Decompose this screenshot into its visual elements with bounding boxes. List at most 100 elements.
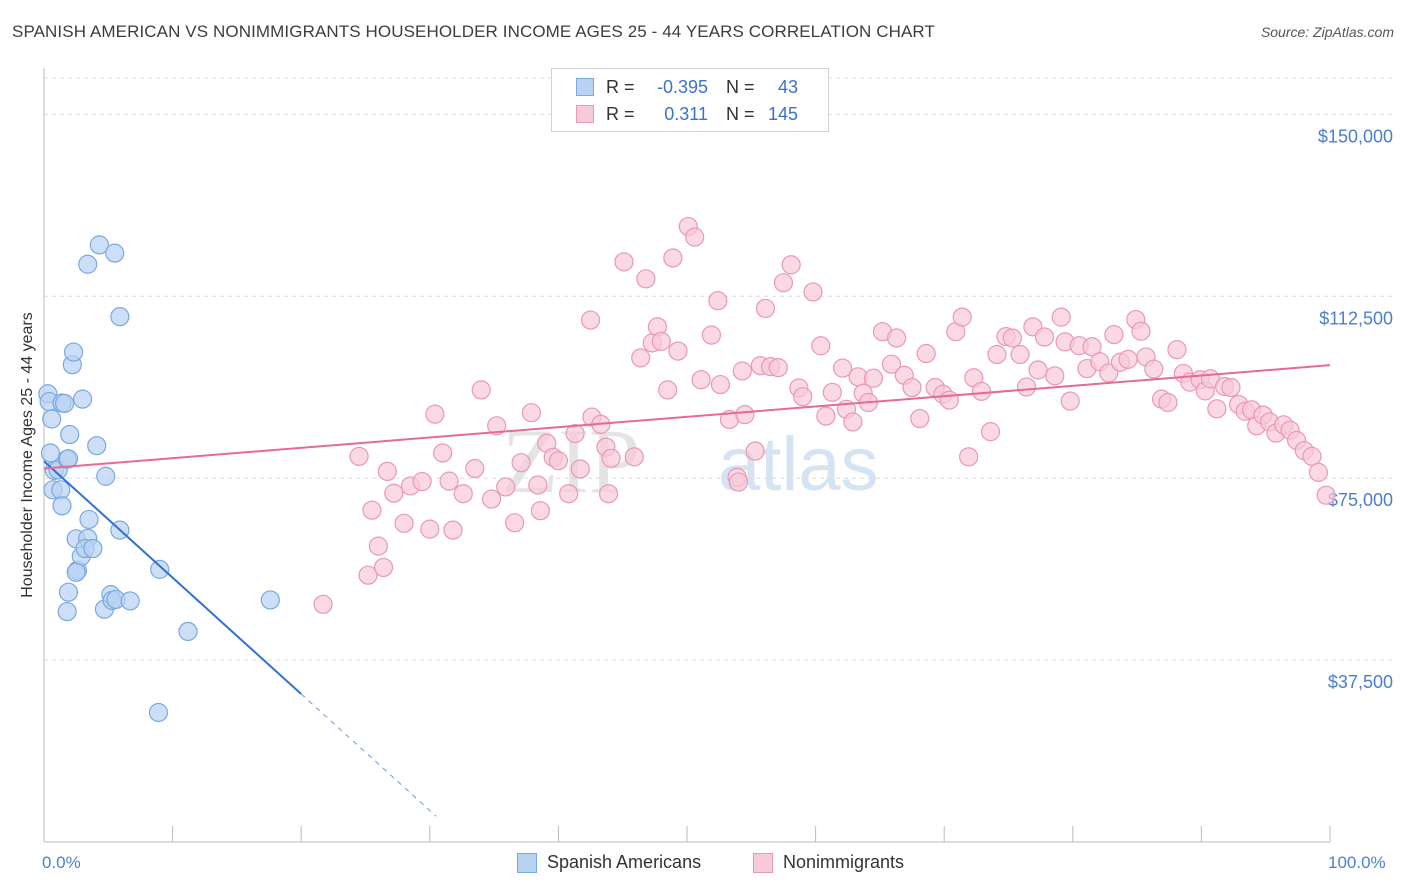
data-point xyxy=(72,389,93,409)
data-point xyxy=(1144,359,1164,379)
data-point xyxy=(96,466,116,486)
legend-row-nonimmigrants: R = 0.311 N = 145 xyxy=(576,102,798,126)
data-point xyxy=(87,436,107,456)
data-point xyxy=(916,343,936,364)
chart-title: SPANISH AMERICAN VS NONIMMIGRANTS HOUSEH… xyxy=(12,22,935,41)
data-point xyxy=(598,484,619,504)
data-point xyxy=(487,416,507,436)
x-tick-min: 0.0% xyxy=(42,853,81,872)
data-point xyxy=(843,412,863,432)
data-point xyxy=(565,423,585,444)
data-point xyxy=(471,380,491,400)
legend-label: Spanish Americans xyxy=(547,852,702,872)
y-tick-labels: $37,500 $75,000 $112,500 $150,000 xyxy=(1318,126,1393,692)
data-point xyxy=(701,325,722,345)
y-tick-label: $150,000 xyxy=(1318,126,1393,146)
trend-lines xyxy=(43,364,1331,817)
r-value: -0.395 xyxy=(656,76,708,97)
data-point xyxy=(178,621,198,642)
data-point xyxy=(1045,366,1065,386)
data-point xyxy=(433,443,453,463)
data-point xyxy=(668,341,688,361)
data-point xyxy=(453,484,473,504)
data-point xyxy=(811,336,831,356)
data-point xyxy=(394,513,414,533)
data-point xyxy=(1316,485,1336,505)
pink-swatch xyxy=(576,105,594,123)
data-point xyxy=(768,357,788,378)
data-point xyxy=(971,381,992,401)
data-point xyxy=(663,248,683,268)
data-point xyxy=(368,536,388,556)
data-point xyxy=(521,403,541,423)
data-point xyxy=(1010,344,1030,365)
data-point xyxy=(42,409,62,429)
pink-swatch xyxy=(753,852,773,873)
series-legend: Spanish Americans Nonimmigrants xyxy=(0,852,1406,878)
data-point xyxy=(959,447,979,467)
data-point xyxy=(40,443,61,463)
data-point xyxy=(755,298,776,319)
source-label: Source: ZipAtlas.com xyxy=(1260,24,1394,40)
data-point xyxy=(803,282,823,302)
data-point xyxy=(78,254,98,274)
watermark-atlas: atlas xyxy=(718,422,879,507)
data-point xyxy=(1034,327,1055,347)
data-point xyxy=(708,291,728,311)
data-point xyxy=(105,243,125,263)
data-point xyxy=(358,565,378,585)
data-point xyxy=(58,449,79,469)
data-point xyxy=(910,408,930,429)
legend-row-spanish-americans: R = -0.395 N = 43 xyxy=(576,75,798,99)
data-point xyxy=(691,370,711,390)
data-point xyxy=(570,459,590,479)
legend-label: Nonimmigrants xyxy=(783,852,905,872)
data-point xyxy=(63,342,84,362)
trend-line xyxy=(43,460,302,695)
data-point xyxy=(1060,391,1080,411)
r-label: R = xyxy=(606,76,635,97)
data-point xyxy=(624,447,644,467)
y-tick-label: $37,500 xyxy=(1328,672,1393,692)
trend-line-extension xyxy=(300,693,437,817)
data-point xyxy=(1302,446,1322,466)
axes xyxy=(43,68,1331,843)
data-point xyxy=(443,520,463,540)
data-point xyxy=(980,422,1001,442)
data-point xyxy=(60,424,80,445)
data-point xyxy=(148,702,169,723)
data-point xyxy=(384,483,404,503)
data-point xyxy=(685,227,705,247)
n-label: N = xyxy=(726,76,755,97)
data-point xyxy=(57,601,77,622)
correlation-legend: R = -0.395 N = 43 R = 0.311 N = 145 xyxy=(551,68,829,132)
data-point xyxy=(559,484,579,504)
trend-line xyxy=(43,364,1331,470)
data-point xyxy=(496,477,516,497)
data-point xyxy=(1131,321,1151,341)
data-point xyxy=(952,307,972,327)
data-point xyxy=(793,387,813,407)
data-point xyxy=(631,348,651,368)
data-point xyxy=(651,331,671,351)
data-point xyxy=(150,559,170,579)
data-point xyxy=(614,252,634,272)
data-point xyxy=(710,374,731,395)
data-point xyxy=(1207,399,1227,419)
data-point xyxy=(728,472,749,492)
data-point xyxy=(1221,377,1241,398)
x-tick-max: 100.0% xyxy=(1328,853,1386,872)
data-point xyxy=(1016,377,1037,397)
data-point xyxy=(732,361,752,381)
data-point xyxy=(83,538,103,559)
data-point xyxy=(362,500,382,520)
data-point xyxy=(658,380,678,400)
data-point xyxy=(1028,360,1048,380)
data-point xyxy=(1051,307,1071,327)
data-point xyxy=(987,344,1007,365)
data-point xyxy=(58,582,79,602)
data-point xyxy=(528,475,548,495)
data-point xyxy=(79,509,99,530)
data-point xyxy=(377,461,397,481)
